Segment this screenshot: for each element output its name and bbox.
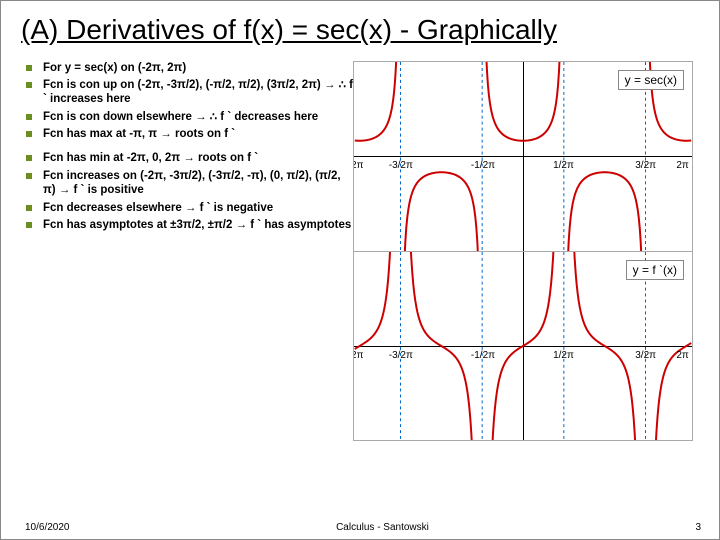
tick-label: 2π — [676, 160, 688, 171]
bullet-item: Fcn has max at -π, π → roots on f ` — [23, 127, 353, 141]
tick-label: 1/2π — [553, 160, 574, 171]
bullet-list-a: For y = sec(x) on (-2π, 2π) Fcn is con up… — [23, 61, 353, 142]
text-column: For y = sec(x) on (-2π, 2π) Fcn is con up… — [23, 61, 353, 441]
tick-label: -2π — [354, 160, 363, 171]
content-row: For y = sec(x) on (-2π, 2π) Fcn is con up… — [1, 55, 719, 441]
footer: 10/6/2020 Calculus - Santowski 3 — [25, 522, 701, 533]
footer-page: 3 — [695, 522, 701, 533]
bullet-item: For y = sec(x) on (-2π, 2π) — [23, 61, 353, 75]
tick-label: 3/2π — [635, 350, 656, 361]
bullet-list-b: Fcn has min at -2π, 0, 2π → roots on f `… — [23, 151, 353, 232]
page-title: (A) Derivatives of f(x) = sec(x) - Graph… — [1, 1, 719, 55]
bullet-item: Fcn is con up on (-2π, -3π/2), (-π/2, π/… — [23, 78, 353, 107]
chart-column: y = sec(x) -2π -3/2π -1/2π 1/2π 3/2π 2π y = f… — [353, 61, 693, 441]
bullet-item: Fcn is con down elsewhere → ∴ f ` decrea… — [23, 110, 353, 124]
footer-center: Calculus - Santowski — [336, 522, 429, 533]
tick-label: 1/2π — [553, 350, 574, 361]
chart-label-deriv: y = f `(x) — [626, 260, 684, 280]
chart-deriv: y = f `(x) -2π -3/2π -1/2π 1/2π 3/2π 2π — [354, 251, 692, 440]
tick-label: -3/2π — [389, 350, 413, 361]
bullet-item: Fcn decreases elsewhere → f ` is negativ… — [23, 201, 353, 215]
bullet-item: Fcn has min at -2π, 0, 2π → roots on f ` — [23, 151, 353, 165]
chart-label-sec: y = sec(x) — [618, 70, 684, 90]
chart-sec: y = sec(x) -2π -3/2π -1/2π 1/2π 3/2π 2π — [354, 62, 692, 251]
tick-label: 2π — [676, 350, 688, 361]
tick-label: -1/2π — [471, 160, 495, 171]
tick-label: 3/2π — [635, 160, 656, 171]
bullet-item: Fcn has asymptotes at ±3π/2, ±π/2 → f ` … — [23, 218, 353, 232]
tick-label: -2π — [354, 350, 363, 361]
tick-label: -1/2π — [471, 350, 495, 361]
footer-date: 10/6/2020 — [25, 522, 70, 533]
bullet-item: Fcn increases on (-2π, -3π/2), (-3π/2, -… — [23, 169, 353, 198]
tick-label: -3/2π — [389, 160, 413, 171]
